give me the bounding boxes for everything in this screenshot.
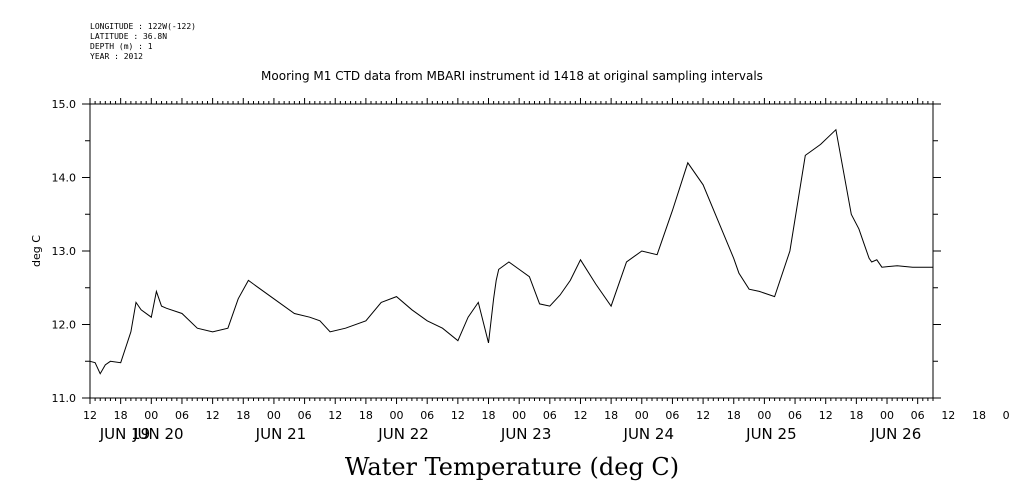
x-tick-label: 18: [114, 409, 128, 422]
x-tick-label: 18: [604, 409, 618, 422]
x-tick-label: 00: [267, 409, 281, 422]
y-tick-label: 11.0: [52, 392, 77, 405]
y-tick-label: 12.0: [52, 319, 77, 332]
x-tick-label: 00: [390, 409, 404, 422]
x-tick-label: 18: [849, 409, 863, 422]
x-tick-label: 06: [665, 409, 679, 422]
plot-frame: [89, 103, 934, 399]
date-label: JUN 22: [377, 425, 428, 443]
chart-title: Mooring M1 CTD data from MBARI instrumen…: [261, 69, 763, 83]
y-tick-label: 15.0: [52, 98, 77, 111]
x-tick-label: 06: [175, 409, 189, 422]
x-tick-label: 12: [451, 409, 465, 422]
x-tick-label: 12: [941, 409, 955, 422]
year-text: YEAR : 2012: [90, 52, 143, 61]
axis-ticks: [82, 98, 941, 404]
depth-text: DEPTH (m) : 1: [90, 42, 153, 51]
x-tick-label: 06: [911, 409, 925, 422]
x-tick-label: 12: [328, 409, 342, 422]
x-tick-label: 06: [420, 409, 434, 422]
series-line: [89, 128, 933, 375]
x-tick-label: 12: [696, 409, 710, 422]
x-tick-label: 18: [972, 409, 986, 422]
x-tick-label: 00: [512, 409, 526, 422]
x-tick-label: 18: [236, 409, 250, 422]
y-tick-label: 13.0: [52, 245, 77, 258]
y-axis-label: deg C: [30, 235, 43, 267]
x-tick-label: 18: [727, 409, 741, 422]
x-tick-label: 12: [83, 409, 97, 422]
longitude-text: LONGITUDE : 122W(-122): [90, 22, 196, 31]
date-label: JUN 25: [745, 425, 796, 443]
date-label: JUN 19: [99, 425, 150, 443]
x-tick-label: 06: [298, 409, 312, 422]
x-tick-label: 12: [573, 409, 587, 422]
date-label: JUN 24: [623, 425, 674, 443]
date-label: JUN 26: [870, 425, 921, 443]
latitude-text: LATITUDE : 36.8N: [90, 32, 168, 41]
x-tick-label: 00: [880, 409, 894, 422]
x-tick-label: 06: [543, 409, 557, 422]
y-tick-label: 14.0: [52, 172, 77, 185]
x-tick-label: 00: [1003, 409, 1009, 422]
x-tick-label: 00: [635, 409, 649, 422]
x-tick-label: 12: [206, 409, 220, 422]
x-tick-labels: 12 18 00 06 12 18 00 06 12 18 00 06 12 18 00 06 12 18 00 06…: [83, 409, 1009, 422]
date-label: JUN 20: [132, 425, 183, 443]
x-tick-label: 00: [144, 409, 158, 422]
x-tick-label: 18: [482, 409, 496, 422]
metadata-block: LONGITUDE : 122W(-122) LATITUDE : 36.8N …: [90, 22, 196, 62]
date-label: JUN 21: [255, 425, 306, 443]
x-tick-label: 00: [757, 409, 771, 422]
x-tick-label: 12: [819, 409, 833, 422]
x-axis-label: Water Temperature (deg C): [345, 453, 679, 481]
y-tick-labels: 11.0 12.0 13.0 14.0 15.0: [52, 98, 77, 405]
date-label: JUN 23: [500, 425, 551, 443]
x-tick-label: 06: [788, 409, 802, 422]
x-tick-label: 18: [359, 409, 373, 422]
